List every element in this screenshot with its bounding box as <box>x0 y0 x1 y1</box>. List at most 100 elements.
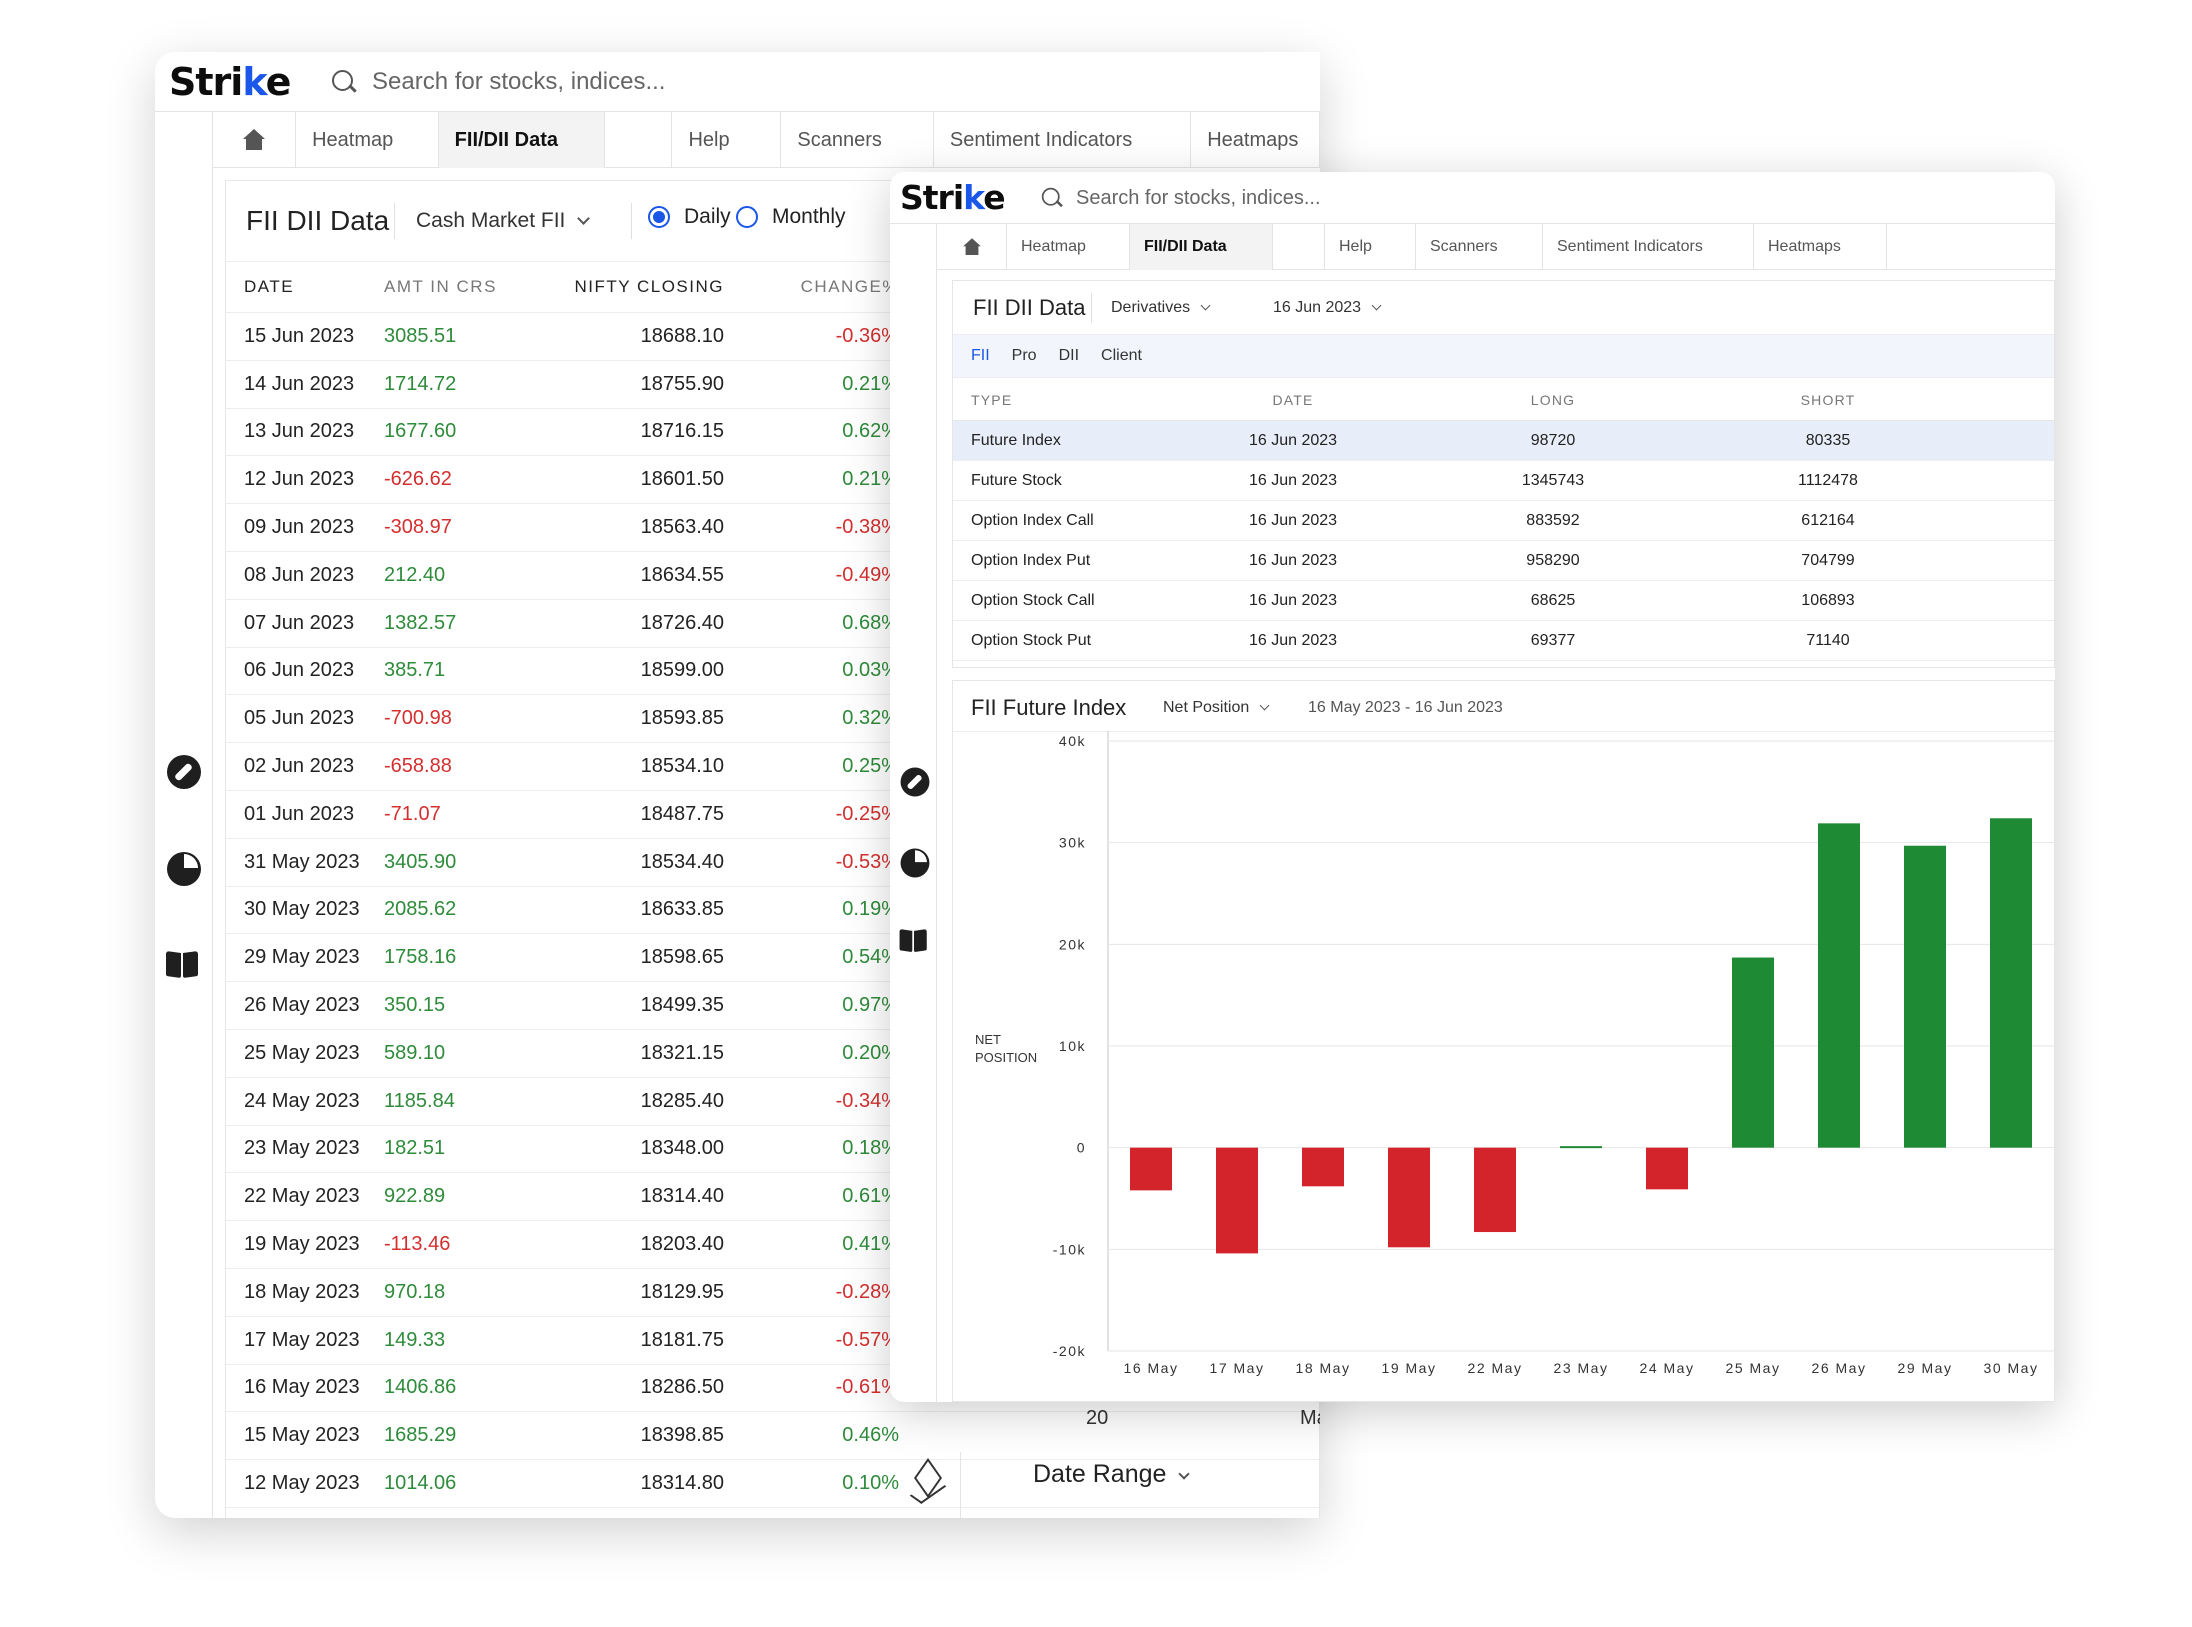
strike-logo[interactable]: Strike <box>900 178 1006 217</box>
tab-help[interactable]: Help <box>672 112 782 168</box>
header: Strike Search for stocks, indices... <box>155 52 1320 112</box>
tab-fii-dii-data[interactable]: FII/DII Data <box>1130 224 1273 270</box>
strike-logo[interactable]: Strike <box>169 60 291 104</box>
table-row[interactable]: Option Stock Call 16 Jun 2023 68625 106893 <box>953 581 2054 621</box>
tab-empty[interactable] <box>1273 224 1325 270</box>
cell-nifty: 18688.10 <box>640 324 724 347</box>
book-icon[interactable] <box>166 948 200 982</box>
tab-scanners[interactable]: Scanners <box>781 112 934 168</box>
table-row[interactable]: 24 May 2023 1185.84 18285.40 -0.34% <box>226 1078 1319 1126</box>
cell-amount: -71.07 <box>384 802 441 825</box>
radio-monthly[interactable]: Monthly <box>736 205 846 229</box>
cell-nifty: 18487.75 <box>640 802 724 825</box>
divider <box>960 1452 961 1518</box>
cell-short: 612164 <box>1801 511 1855 529</box>
cell-change: 0.21% <box>842 372 899 395</box>
cell-amount: 3085.51 <box>384 324 457 347</box>
cell-change: -0.25% <box>835 802 899 825</box>
net-position-dropdown[interactable]: Net Position <box>1163 699 1270 717</box>
table-row[interactable]: 15 Jun 2023 3085.51 18688.10 -0.36% <box>226 313 1319 361</box>
table-row[interactable]: 30 May 2023 2085.62 18633.85 0.19% <box>226 887 1319 935</box>
cell-amount: -700.98 <box>384 707 452 730</box>
table-row[interactable]: 12 Jun 2023 -626.62 18601.50 0.21% <box>226 456 1319 505</box>
radio-daily[interactable]: Daily <box>648 205 731 229</box>
pie-chart-icon[interactable] <box>167 852 201 886</box>
tab-fii-dii-data[interactable]: FII/DII Data <box>438 112 605 168</box>
table-row[interactable]: 23 May 2023 182.51 18348.00 0.18% <box>226 1126 1319 1174</box>
table-row[interactable]: 12 May 2023 1014.06 18314.80 0.10% <box>226 1460 1319 1508</box>
tab-home[interactable] <box>213 112 297 168</box>
subtab-dii[interactable]: DII <box>1058 347 1080 364</box>
table-row[interactable]: Future Stock 16 Jun 2023 1345743 1112478 <box>953 461 2054 501</box>
table-row[interactable]: 02 Jun 2023 -658.88 18534.10 0.25% <box>226 743 1319 791</box>
search-bar[interactable]: Search for stocks, indices... <box>330 64 750 100</box>
tab-help[interactable]: Help <box>1325 224 1416 270</box>
cell-nifty: 18534.40 <box>640 850 724 873</box>
tab-heatmap[interactable]: Heatmap <box>296 112 439 168</box>
table-row[interactable]: 17 May 2023 149.33 18181.75 -0.57% <box>226 1317 1319 1365</box>
cell-amount: -113.46 <box>384 1233 451 1256</box>
table-row[interactable]: 07 Jun 2023 1382.57 18726.40 0.68% <box>226 600 1319 648</box>
date-range-dropdown[interactable]: Date Range <box>1033 1460 1191 1489</box>
cell-change: -0.38% <box>835 516 899 539</box>
table-row[interactable]: 06 Jun 2023 385.71 18599.00 0.03% <box>226 648 1319 696</box>
market-dropdown[interactable]: Cash Market FII <box>416 209 591 233</box>
tab-scanners[interactable]: Scanners <box>1416 224 1543 270</box>
tab-empty[interactable] <box>605 112 673 168</box>
cell-nifty: 18398.85 <box>640 1424 724 1447</box>
table-row[interactable]: 09 Jun 2023 -308.97 18563.40 -0.38% <box>226 504 1319 552</box>
table-row[interactable]: 14 Jun 2023 1714.72 18755.90 0.21% <box>226 361 1319 409</box>
table-header: TYPE DATE LONG SHORT <box>953 379 2054 421</box>
pie-chart-icon[interactable] <box>900 848 930 878</box>
search-bar[interactable]: Search for stocks, indices... <box>1038 184 1321 212</box>
table-row[interactable]: 18 May 2023 970.18 18129.95 -0.28% <box>226 1269 1319 1317</box>
table-row[interactable]: 19 May 2023 -113.46 18203.40 0.41% <box>226 1221 1319 1269</box>
table-row[interactable]: Option Index Put 16 Jun 2023 958290 704799 <box>953 541 2054 581</box>
table-row[interactable]: 16 May 2023 1406.86 18286.50 -0.61% <box>226 1365 1319 1413</box>
cell-date: 06 Jun 2023 <box>244 659 355 682</box>
layers-icon[interactable] <box>910 1464 946 1500</box>
table-row[interactable]: 29 May 2023 1758.16 18598.65 0.54% <box>226 934 1319 983</box>
segment-dropdown[interactable]: Derivatives <box>1111 299 1211 317</box>
derivatives-card: FII DII Data Derivatives 16 Jun 2023 FII… <box>952 280 2055 668</box>
search-placeholder[interactable]: Search for stocks, indices... <box>1076 186 1321 209</box>
compass-icon[interactable] <box>900 767 930 797</box>
table-row[interactable]: 05 Jun 2023 -700.98 18593.85 0.32% <box>226 695 1319 744</box>
table-row[interactable]: Option Index Call 16 Jun 2023 883592 612164 <box>953 501 2054 541</box>
cell-date: 31 May 2023 <box>244 850 360 873</box>
subtab-client[interactable]: Client <box>1101 347 1142 364</box>
table-header: DATE AMT IN CRS NIFTY CLOSING CHANGE% <box>226 261 1319 313</box>
tab-heatmaps[interactable]: Heatmaps <box>1754 224 1887 270</box>
cell-nifty: 18286.50 <box>640 1376 724 1399</box>
date-dropdown[interactable]: 16 Jun 2023 <box>1273 299 1382 317</box>
tab-heatmap[interactable]: Heatmap <box>1007 224 1130 270</box>
table-row[interactable]: 25 May 2023 589.10 18321.15 0.20% <box>226 1030 1319 1078</box>
subtab-fii[interactable]: FII <box>971 347 990 364</box>
table-row[interactable]: 22 May 2023 922.89 18314.40 0.61% <box>226 1173 1319 1222</box>
table-row[interactable]: 26 May 2023 350.15 18499.35 0.97% <box>226 982 1319 1030</box>
table-row[interactable]: 15 May 2023 1685.29 18398.85 0.46% <box>226 1412 1319 1461</box>
table-row[interactable]: 31 May 2023 3405.90 18534.40 -0.53% <box>226 839 1319 887</box>
tab-heatmaps[interactable]: Heatmaps <box>1191 112 1320 168</box>
compass-icon[interactable] <box>167 755 201 789</box>
cell-date: 07 Jun 2023 <box>244 611 355 634</box>
subtab-pro[interactable]: Pro <box>1011 347 1037 364</box>
cell-date: 15 Jun 2023 <box>244 324 355 347</box>
tab-sentiment-indicators[interactable]: Sentiment Indicators <box>1543 224 1754 270</box>
table-row[interactable]: 01 Jun 2023 -71.07 18487.75 -0.25% <box>226 791 1319 839</box>
table-row[interactable]: 08 Jun 2023 212.40 18634.55 -0.49% <box>226 552 1319 600</box>
cell-date: 01 Jun 2023 <box>244 802 355 825</box>
table-row[interactable]: Future Index 16 Jun 2023 98720 80335 <box>953 421 2054 461</box>
tab-sentiment-indicators[interactable]: Sentiment Indicators <box>934 112 1192 168</box>
bar <box>1130 1147 1172 1191</box>
cell-amount: 1014.06 <box>384 1472 457 1495</box>
table-row[interactable]: 13 Jun 2023 1677.60 18716.15 0.62% <box>226 409 1319 457</box>
book-icon[interactable] <box>900 927 929 956</box>
search-placeholder[interactable]: Search for stocks, indices... <box>372 68 666 95</box>
x-tick-label: 25 May <box>1726 1360 1781 1376</box>
table-row[interactable]: Option Stock Put 16 Jun 2023 69377 71140 <box>953 621 2054 661</box>
tab-home[interactable] <box>937 224 1007 270</box>
cell-amount: 385.71 <box>384 659 446 682</box>
cell-date: 16 Jun 2023 <box>1248 511 1338 529</box>
front-window: Strike Search for stocks, indices... Hea… <box>890 172 2055 1402</box>
